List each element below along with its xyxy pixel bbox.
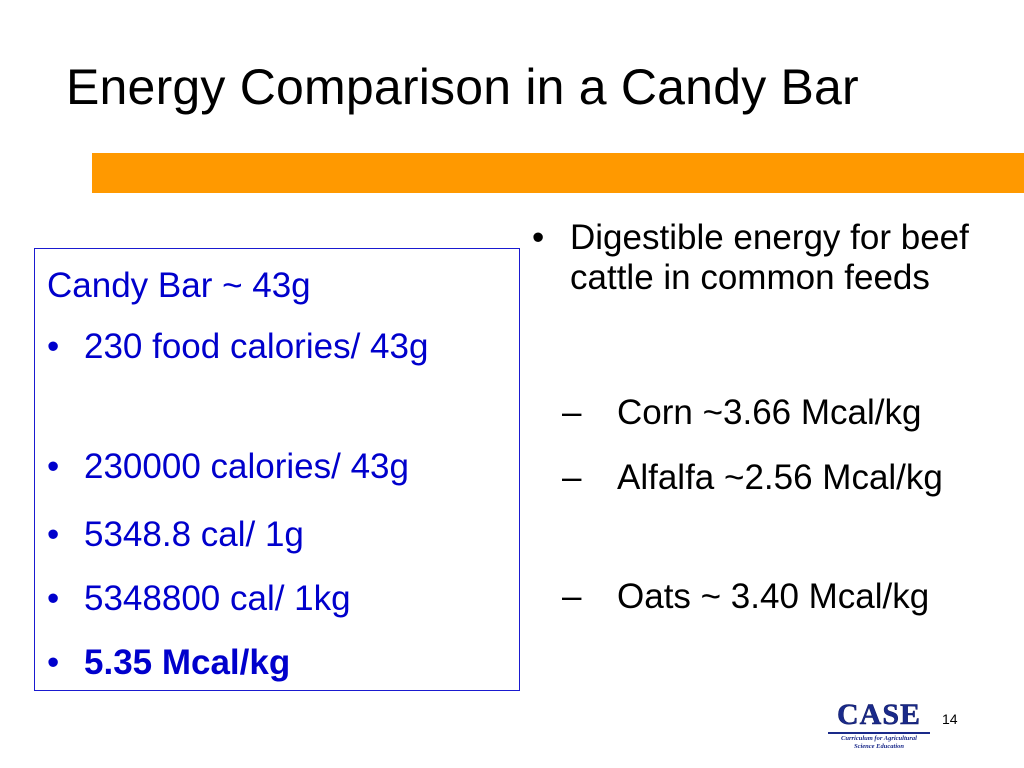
sub-item-text: Oats ~ 3.40 Mcal/kg — [617, 577, 930, 616]
bullet-dot: • — [532, 218, 545, 257]
feed-energy-column: • Digestible energy for beef cattle in c… — [532, 218, 1022, 299]
sub-item-oats: – Oats ~ 3.40 Mcal/kg — [562, 577, 1022, 617]
sub-item-text: Corn ~3.66 Mcal/kg — [617, 393, 922, 432]
list-item: • 5348800 cal/ 1kg — [47, 579, 351, 619]
main-bullet-text: Digestible energy for beef cattle in com… — [570, 218, 969, 298]
list-item-text: 5348800 cal/ 1kg — [84, 579, 351, 618]
page-number: 14 — [942, 711, 958, 727]
candy-bar-box: Candy Bar ~ 43g • 230 food calories/ 43g… — [34, 248, 520, 691]
main-bullet: • Digestible energy for beef cattle in c… — [532, 218, 1022, 299]
case-logo: CASE Curriculum for Agricultural Science… — [826, 698, 932, 762]
sub-item-text: Alfalfa ~2.56 Mcal/kg — [617, 458, 943, 497]
candy-bar-heading: Candy Bar ~ 43g — [47, 266, 311, 305]
bullet-dot: • — [47, 327, 60, 366]
list-item-text: 5.35 Mcal/kg — [84, 643, 291, 682]
bullet-dot: • — [47, 447, 60, 486]
sub-item-corn: – Corn ~3.66 Mcal/kg — [562, 393, 1022, 433]
dash-marker: – — [562, 577, 582, 616]
bullet-dot: • — [47, 515, 60, 554]
slide-title: Energy Comparison in a Candy Bar — [66, 59, 859, 115]
list-item-text: 230 food calories/ 43g — [84, 327, 429, 366]
list-item-text: 230000 calories/ 43g — [84, 447, 409, 486]
list-item-text: 5348.8 cal/ 1g — [84, 515, 304, 554]
dash-marker: – — [562, 393, 582, 432]
accent-bar — [92, 153, 1024, 193]
list-item-highlight: • 5.35 Mcal/kg — [47, 643, 290, 683]
list-item: • 5348.8 cal/ 1g — [47, 515, 304, 555]
dash-marker: – — [562, 458, 582, 497]
logo-tagline-2: Science Education — [853, 743, 904, 750]
list-item: • 230 food calories/ 43g — [47, 327, 428, 367]
bullet-dot: • — [47, 579, 60, 618]
sub-item-alfalfa: – Alfalfa ~2.56 Mcal/kg — [562, 458, 1022, 498]
logo-word: CASE — [836, 698, 922, 731]
logo-rule — [828, 732, 930, 734]
bullet-dot: • — [47, 643, 60, 682]
list-item: • 230000 calories/ 43g — [47, 447, 409, 487]
logo-tagline-1: Curriculum for Agricultural — [841, 735, 917, 742]
